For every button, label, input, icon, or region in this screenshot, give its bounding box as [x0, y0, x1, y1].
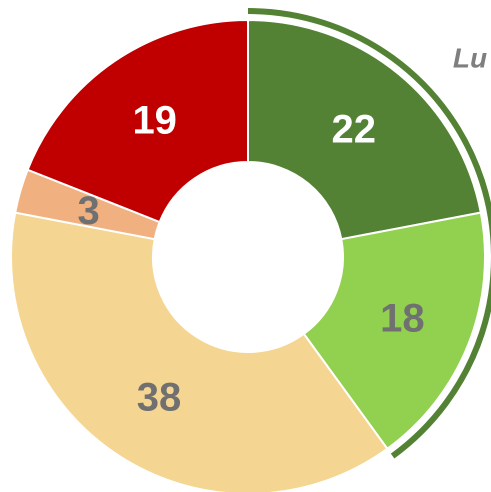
slice [247, 18, 482, 241]
data-label: 19 [132, 98, 177, 142]
highlight-arc [247, 8, 491, 459]
annotation: Lu [453, 42, 487, 73]
slice [302, 211, 486, 451]
data-label: 3 [77, 189, 99, 233]
data-label: 18 [380, 297, 425, 341]
data-label: 38 [137, 376, 182, 420]
slice [26, 18, 249, 224]
data-label: 22 [332, 108, 377, 152]
slice [10, 211, 389, 492]
